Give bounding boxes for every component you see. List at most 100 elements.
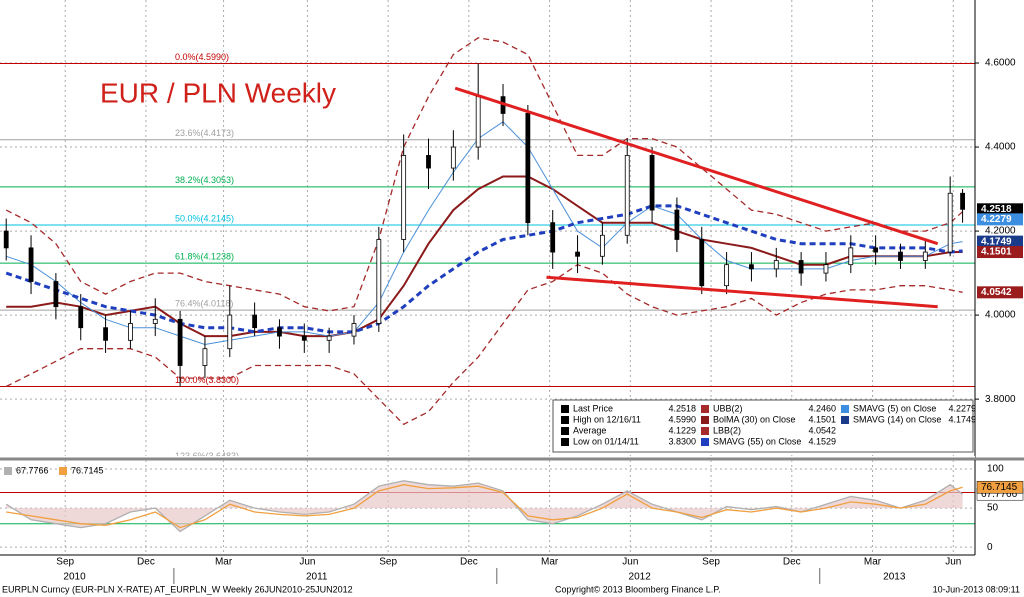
y-tick-label: 4.6000 — [985, 58, 1016, 69]
x-tick-label: Mar — [215, 557, 233, 568]
y-tick-label: 4.2000 — [985, 226, 1016, 237]
indicator-line — [5, 204, 963, 334]
x-tick-label: Dec — [460, 557, 478, 568]
candle-body — [227, 314, 233, 350]
candle-body — [848, 247, 854, 266]
legend-value: 4.2518 — [668, 403, 696, 413]
price-tag — [977, 235, 1023, 248]
fib-label: 23.6%(4.4173) — [175, 128, 234, 138]
candle-body — [152, 318, 158, 324]
fib-label: 61.8%(4.1238) — [175, 251, 234, 261]
candle-body — [724, 264, 729, 287]
candle-body — [575, 251, 580, 257]
legend-label: High on 12/16/11 — [573, 414, 641, 424]
candle-body — [475, 96, 481, 148]
y-tick-label: 3.8000 — [985, 394, 1016, 405]
candle-body — [550, 222, 556, 253]
footer-right: 10-Jun-2013 08:09:11 — [933, 584, 1020, 594]
candle-body — [401, 155, 407, 240]
legend-swatch — [841, 405, 849, 413]
candle-body — [773, 260, 779, 270]
legend-swatch — [4, 467, 12, 475]
legend-value: 4.5990 — [668, 414, 696, 424]
legend-label: SMAVG (55) on Close — [713, 436, 801, 446]
legend-label: BolMA (30) on Close — [713, 414, 796, 424]
legend-swatch — [561, 427, 569, 435]
candle-body — [202, 348, 208, 366]
candle-body — [252, 314, 258, 329]
candle-body — [103, 327, 108, 341]
legend-value: 4.1501 — [808, 414, 836, 424]
fib-label: 0.0%(4.5990) — [175, 52, 229, 62]
candle-body — [277, 327, 282, 337]
candle-body — [898, 251, 903, 261]
line — [6, 484, 963, 529]
x-tick-label: Dec — [137, 557, 155, 568]
legend-value: 4.2460 — [808, 403, 836, 413]
fib-label: 50.0%(4.2145) — [175, 213, 234, 223]
legend-label: SMAVG (14) on Close — [853, 414, 941, 424]
legend-swatch — [59, 467, 67, 475]
value-tag-label: 76.7145 — [981, 482, 1018, 493]
area — [6, 480, 963, 532]
year-label: 2012 — [629, 572, 652, 583]
value-tag-label: 67.7766 — [981, 489, 1018, 500]
fib-label: 38.2%(4.3053) — [175, 175, 234, 185]
candle-body — [749, 264, 754, 270]
trendline — [546, 275, 938, 309]
candle-body — [624, 155, 630, 236]
legend-swatch — [841, 416, 849, 424]
y-tick-label: 100 — [987, 464, 1004, 475]
y-tick-label: 0 — [987, 542, 993, 553]
indicator-line — [6, 121, 963, 346]
x-tick-label: Jun — [945, 557, 961, 568]
y-tick-label: 4.0000 — [985, 310, 1016, 321]
chart-title: EUR / PLN Weekly — [100, 77, 336, 108]
legend-value: 4.1529 — [808, 436, 836, 446]
x-tick-label: Dec — [783, 557, 801, 568]
legend-value: 4.1229 — [668, 425, 696, 435]
x-tick-label: Sep — [702, 557, 720, 568]
price-tag-label: 4.1501 — [981, 247, 1012, 258]
candle-body — [351, 323, 357, 337]
candle-body — [525, 113, 531, 224]
legend-label: LBB(2) — [713, 425, 741, 435]
price-tag-label: 4.1749 — [981, 236, 1012, 247]
price-tag-label: 4.0542 — [981, 287, 1012, 298]
legend-value: 4.2279 — [948, 403, 976, 413]
price-tag — [977, 213, 1023, 226]
candle-body — [326, 335, 332, 341]
year-label: 2010 — [63, 572, 86, 583]
legend-label: SMAVG (5) on Close — [853, 403, 936, 413]
indicator-line — [6, 175, 963, 338]
candle-body — [78, 306, 84, 329]
x-tick-label: Jun — [299, 557, 315, 568]
legend-box — [552, 399, 974, 453]
price-tag-label: 4.2279 — [981, 214, 1012, 225]
value-tag — [976, 480, 1024, 494]
candle-body — [823, 264, 829, 274]
y-tick-label: 50 — [987, 503, 999, 514]
x-tick-label: Jun — [622, 557, 638, 568]
legend-swatch — [701, 405, 709, 413]
candle-body — [599, 234, 605, 257]
candle-body — [649, 155, 655, 211]
legend-swatch — [701, 416, 709, 424]
legend-label: Last Price — [573, 403, 613, 413]
candle-body — [699, 239, 705, 287]
x-tick-label: Mar — [541, 557, 559, 568]
candle-body — [450, 146, 456, 169]
price-tag — [977, 203, 1023, 216]
candle-body — [674, 209, 680, 240]
candle-body — [376, 239, 382, 324]
price-tag — [977, 286, 1023, 299]
legend-swatch — [561, 405, 569, 413]
candle-body — [3, 230, 9, 249]
legend-value: 4.1749 — [948, 414, 976, 424]
candle-body — [28, 247, 34, 282]
legend-label: UBB(2) — [713, 403, 743, 413]
legend-label: Average — [573, 425, 606, 435]
fib-label: 76.4%(4.0118) — [175, 299, 233, 309]
legend-label: Low on 01/14/11 — [573, 436, 639, 446]
legend-swatch — [561, 416, 569, 424]
